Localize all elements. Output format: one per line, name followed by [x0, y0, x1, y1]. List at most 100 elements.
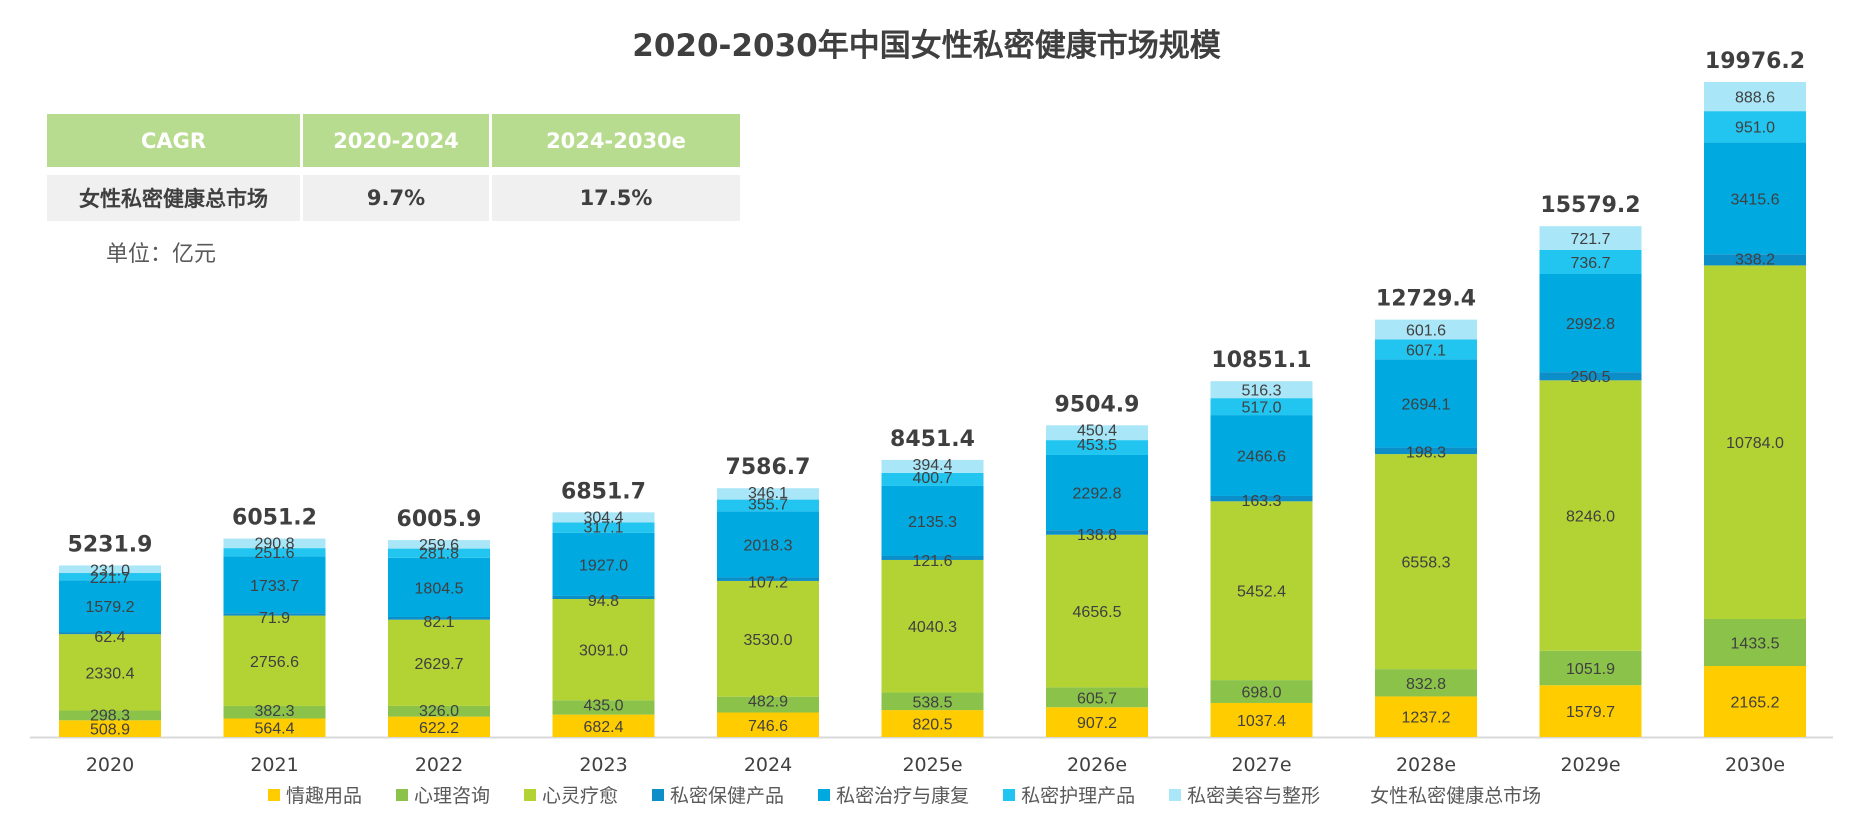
bar-segment	[1046, 707, 1148, 737]
segment-value-label: 746.6	[748, 718, 788, 735]
bar-segment	[552, 595, 655, 600]
legend-swatch	[268, 788, 280, 801]
segment-value-label: 2694.1	[1402, 396, 1451, 413]
bar-segment	[1046, 440, 1148, 455]
bar-segment	[59, 565, 161, 574]
bar-segment	[1210, 495, 1313, 502]
segment-value-label: 1579.7	[1566, 704, 1615, 721]
total-value-label: 5231.9	[68, 532, 153, 557]
legend-item: 私密治疗与康复	[818, 781, 969, 808]
segment-value-label: 601.6	[1406, 322, 1446, 339]
bar-segment	[1046, 425, 1148, 441]
segment-value-label: 682.4	[583, 719, 623, 736]
cagr-value-period-1: 9.7%	[303, 175, 489, 221]
bar-segment	[1704, 82, 1806, 112]
segment-value-label: 281.8	[419, 546, 459, 563]
segment-value-label: 2330.4	[86, 665, 135, 682]
segment-value-label: 2018.3	[744, 537, 793, 554]
bar-segment	[59, 720, 161, 737]
segment-value-label: 231.0	[90, 562, 130, 579]
total-value-label: 6851.7	[561, 479, 646, 504]
bar-segment	[223, 718, 326, 737]
bar-segment	[223, 538, 326, 549]
segment-value-label: 251.6	[254, 545, 294, 562]
legend-label: 私密护理产品	[1021, 785, 1136, 807]
bar-segment	[1375, 696, 1477, 737]
segment-value-label: 1051.9	[1566, 661, 1615, 678]
segment-value-label: 400.7	[912, 470, 952, 487]
bar-segment	[388, 557, 490, 617]
segment-value-label: 304.4	[583, 509, 623, 526]
segment-value-label: 62.4	[94, 629, 125, 646]
segment-value-label: 317.1	[583, 519, 623, 536]
bar-segment	[881, 559, 984, 693]
bar-segment	[388, 619, 490, 706]
bar-segment	[59, 634, 161, 711]
bar-segment	[881, 472, 984, 486]
x-tick-label: 2023	[579, 754, 627, 776]
bar-segment	[552, 700, 655, 715]
legend-item: 情趣用品	[268, 781, 362, 808]
x-tick-label: 2027e	[1231, 754, 1291, 776]
segment-value-label: 435.0	[583, 697, 623, 714]
segment-value-label: 1927.0	[579, 557, 628, 574]
x-tick-label: 2020	[86, 754, 134, 776]
segment-value-label: 198.3	[1406, 445, 1446, 462]
bar-segment	[223, 613, 326, 616]
x-tick-label: 2026e	[1067, 754, 1127, 776]
bar-segment	[1539, 650, 1642, 686]
bar-segment	[388, 540, 490, 549]
bar-segment	[881, 459, 984, 473]
segment-value-label: 298.3	[90, 708, 130, 725]
cagr-header-period-1: 2020-2024	[303, 114, 489, 167]
bar-segment	[1046, 454, 1148, 531]
segment-value-label: 2165.2	[1731, 695, 1780, 712]
segment-value-label: 221.7	[90, 570, 130, 587]
segment-value-label: 2756.6	[250, 654, 299, 671]
bar-segment	[881, 710, 984, 737]
segment-value-label: 382.3	[254, 703, 294, 720]
segment-value-label: 10784.0	[1726, 435, 1784, 452]
total-value-label: 15579.2	[1540, 193, 1640, 218]
bar-segment	[1210, 381, 1313, 399]
bar-segment	[1375, 454, 1477, 670]
segment-value-label: 820.5	[912, 717, 952, 734]
bar-segment	[1704, 265, 1806, 620]
bar-segment	[1210, 702, 1313, 737]
bar-segment	[1704, 619, 1806, 667]
segment-value-label: 1804.5	[415, 580, 464, 597]
segment-value-label: 951.0	[1735, 120, 1775, 137]
segment-value-label: 1433.5	[1731, 636, 1780, 653]
bar-segment	[1539, 685, 1642, 737]
segment-value-label: 450.4	[1077, 422, 1117, 439]
x-tick-label: 2028e	[1396, 754, 1456, 776]
total-value-label: 10851.1	[1211, 348, 1311, 373]
x-tick-label: 2022	[415, 754, 463, 776]
segment-value-label: 622.2	[419, 720, 459, 737]
segment-value-label: 259.6	[419, 537, 459, 554]
bar-segment	[717, 577, 819, 581]
bar-segment	[1210, 501, 1313, 681]
bar-segment	[59, 710, 161, 721]
bar-segment	[1210, 415, 1313, 496]
total-value-label: 19976.2	[1705, 49, 1805, 74]
bar-segment	[59, 580, 161, 633]
legend-swatch	[1169, 788, 1182, 801]
segment-value-label: 394.4	[912, 457, 952, 474]
bar-segment	[59, 573, 161, 581]
segment-value-label: 517.0	[1241, 400, 1281, 417]
total-value-label: 12729.4	[1376, 287, 1476, 312]
segment-value-label: 326.0	[419, 703, 459, 720]
segment-value-label: 453.5	[1077, 437, 1117, 454]
segment-value-label: 1237.2	[1402, 710, 1451, 727]
bar-segment	[552, 599, 655, 701]
segment-value-label: 508.9	[90, 722, 130, 739]
legend-label: 私密治疗与康复	[836, 785, 970, 807]
segment-value-label: 1733.7	[250, 578, 299, 595]
legend-label: 情趣用品	[286, 785, 363, 807]
bar-segment	[717, 488, 819, 500]
segment-value-label: 2629.7	[415, 656, 464, 673]
legend-item: 心理咨询	[396, 781, 490, 808]
x-tick-label: 2024	[744, 754, 792, 776]
